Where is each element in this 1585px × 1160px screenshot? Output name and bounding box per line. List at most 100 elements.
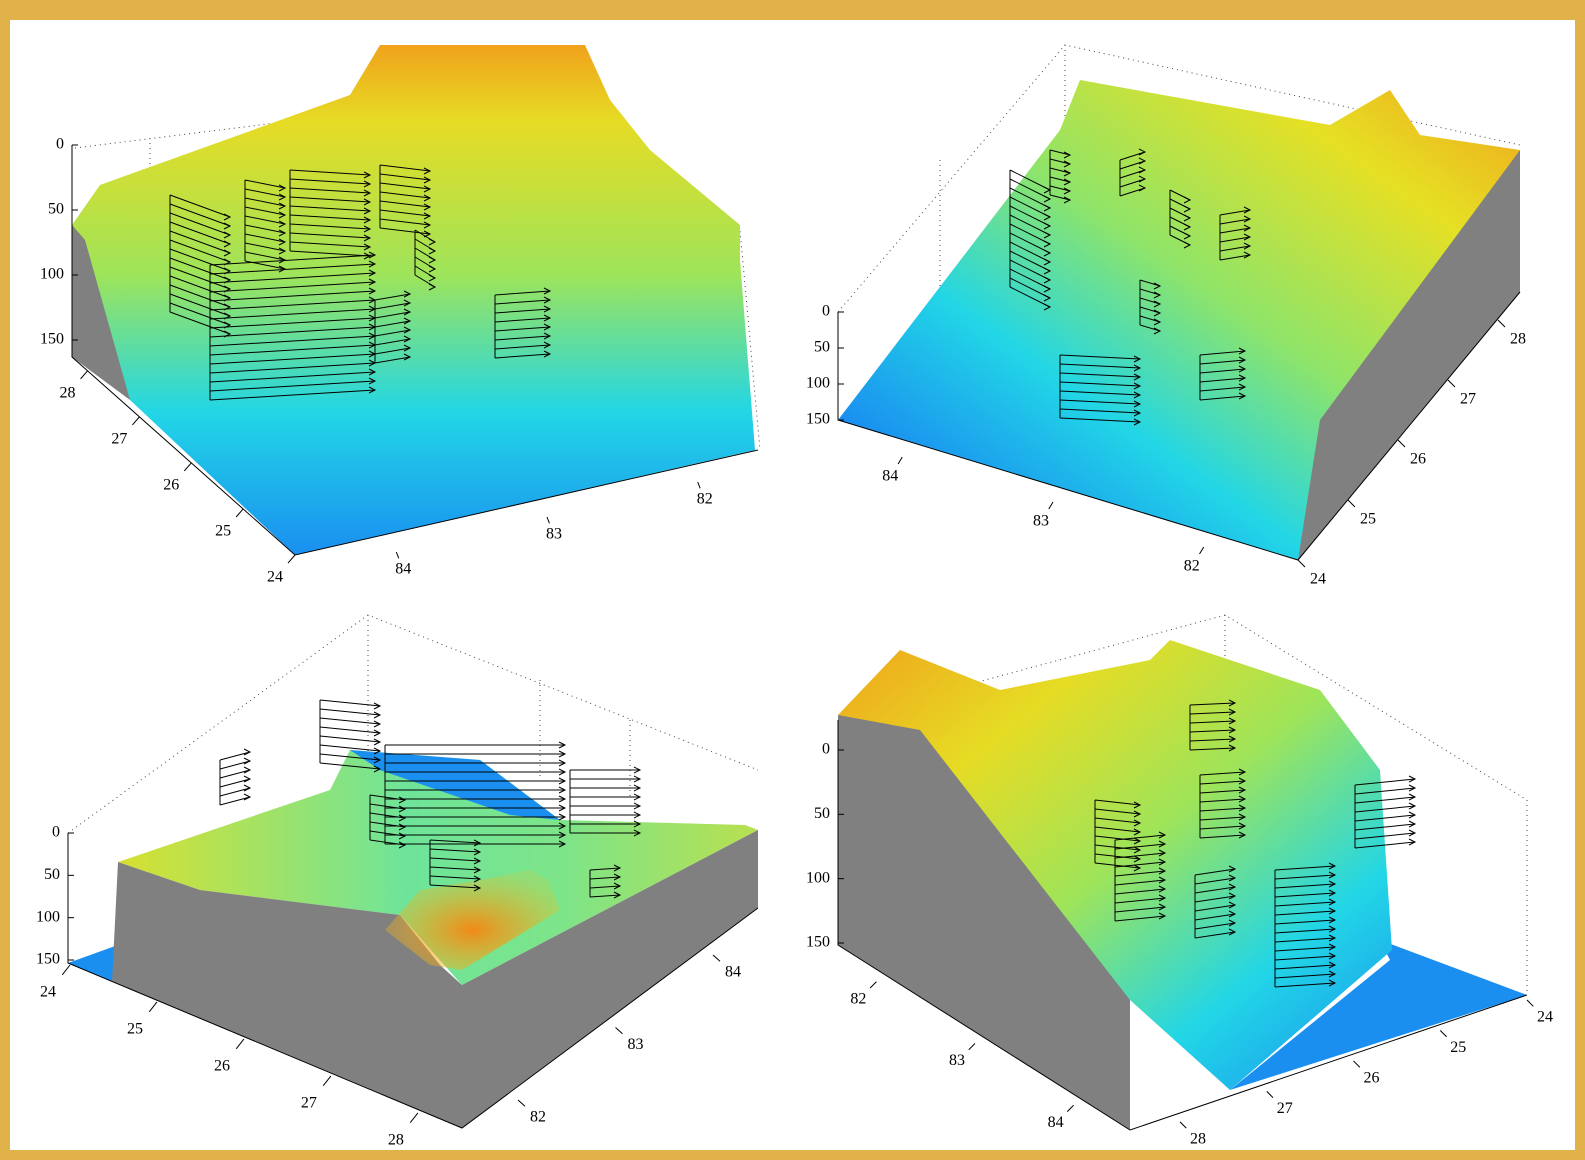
quiver-arrow [1199, 825, 1246, 830]
quiver-arrow [1199, 798, 1246, 803]
quiver-arrow [374, 347, 411, 355]
arrow-head [1228, 928, 1237, 936]
x-tick [615, 1027, 623, 1035]
wall [72, 225, 130, 400]
arrow-head [1158, 858, 1167, 866]
arrow-head [473, 839, 482, 847]
quiver-arrow [1274, 937, 1336, 943]
arrow-head [1158, 867, 1167, 875]
quiver-arrow [379, 164, 431, 172]
quiver-arrow [494, 344, 551, 350]
arrow-head [368, 386, 377, 394]
arrow-head [428, 238, 437, 246]
arrow-head [1063, 151, 1072, 159]
arrow-head [1158, 894, 1167, 902]
arrow-head [1133, 819, 1142, 827]
quiver-arrow [1009, 232, 1051, 254]
arrow-head [1133, 373, 1142, 381]
arrow-head [428, 274, 437, 282]
quiver-arrow [494, 317, 551, 323]
quiver-arrow [1274, 919, 1336, 925]
quiver-arrow [494, 308, 551, 314]
quiver-arrow [219, 787, 251, 797]
x-tick-label: 82 [850, 990, 866, 1007]
arrow-head [278, 256, 287, 264]
quiver-arrow [1114, 843, 1166, 850]
arrow-head [1228, 717, 1237, 725]
quiver-arrow [244, 242, 286, 252]
quiver-arrow [494, 290, 551, 296]
quiver-arrow [1354, 778, 1416, 786]
arrow-head [1328, 880, 1337, 888]
arrow-head [1133, 837, 1142, 845]
arrow-head [1158, 831, 1167, 839]
arrow-head [1408, 838, 1417, 846]
arrow-head [1328, 871, 1337, 879]
arrow-head [243, 766, 252, 774]
quiver-arrow [219, 778, 251, 788]
arrow-head [633, 820, 642, 828]
quiver-arrow [244, 179, 286, 189]
arrow-head [223, 222, 232, 230]
arrow-head [1328, 889, 1337, 897]
quiver-arrow [209, 380, 376, 392]
y-tick-label: 26 [163, 477, 179, 494]
arrow-head [1133, 382, 1142, 390]
quiver-arrow [429, 839, 481, 844]
wall [112, 862, 462, 1128]
arrow-head [1043, 213, 1052, 221]
quiver-arrow [244, 224, 286, 234]
arrow-head [403, 299, 412, 307]
quiver-arrow [209, 317, 376, 329]
y-tick-label: 24 [267, 569, 283, 586]
arrow-head [368, 251, 377, 259]
y-tick-label: 25 [1360, 511, 1376, 528]
quiver-arrow [1009, 241, 1051, 263]
arrow-head [1138, 166, 1147, 174]
y-tick-label: 27 [1277, 1100, 1293, 1117]
quiver-arrow [429, 857, 481, 862]
x-tick [897, 456, 903, 465]
arrow-head [1158, 903, 1167, 911]
y-tick [235, 508, 244, 518]
quiver-arrow [1139, 279, 1161, 287]
arrow-head [543, 341, 552, 349]
arrow-head [1043, 276, 1052, 284]
quiver-arrow [209, 371, 376, 383]
quiver-arrow [169, 266, 231, 290]
quiver-arrow [1219, 254, 1251, 261]
panel [837, 44, 1521, 561]
arrow-head [398, 796, 407, 804]
quiver-arrow [1189, 738, 1236, 742]
arrow-head [363, 234, 372, 242]
quiver-arrow [1049, 194, 1071, 201]
quiver-arrow [1194, 931, 1236, 939]
arrow-head [1328, 907, 1337, 915]
arrow-head [633, 766, 642, 774]
arrow-head [473, 884, 482, 892]
arrow-head [558, 768, 567, 776]
arrow-head [398, 805, 407, 813]
arrow-head [613, 882, 622, 890]
quiver-arrow [1009, 187, 1051, 209]
z-tick-label: 100 [806, 375, 830, 392]
arrow-head [1328, 979, 1337, 987]
z-tick-label: 50 [814, 339, 830, 356]
quiver-arrow [1119, 187, 1146, 197]
quiver-arrow [209, 272, 376, 284]
quiver-arrow [1009, 277, 1051, 299]
quiver-arrow [1354, 841, 1416, 849]
quiver-arrow [374, 311, 411, 319]
quiver-arrow [1274, 946, 1336, 952]
x-tick [712, 954, 721, 962]
quiver-arrow [289, 178, 371, 185]
arrow-head [558, 804, 567, 812]
quiver-arrow [494, 353, 551, 359]
arrow-head [1408, 802, 1417, 810]
quiver-arrow [1009, 286, 1051, 308]
quiver-arrow [494, 335, 551, 341]
y-tick [1353, 1060, 1361, 1068]
quiver-arrow [209, 290, 376, 302]
quiver-arrow [319, 708, 381, 716]
quiver-arrow [1094, 862, 1141, 869]
